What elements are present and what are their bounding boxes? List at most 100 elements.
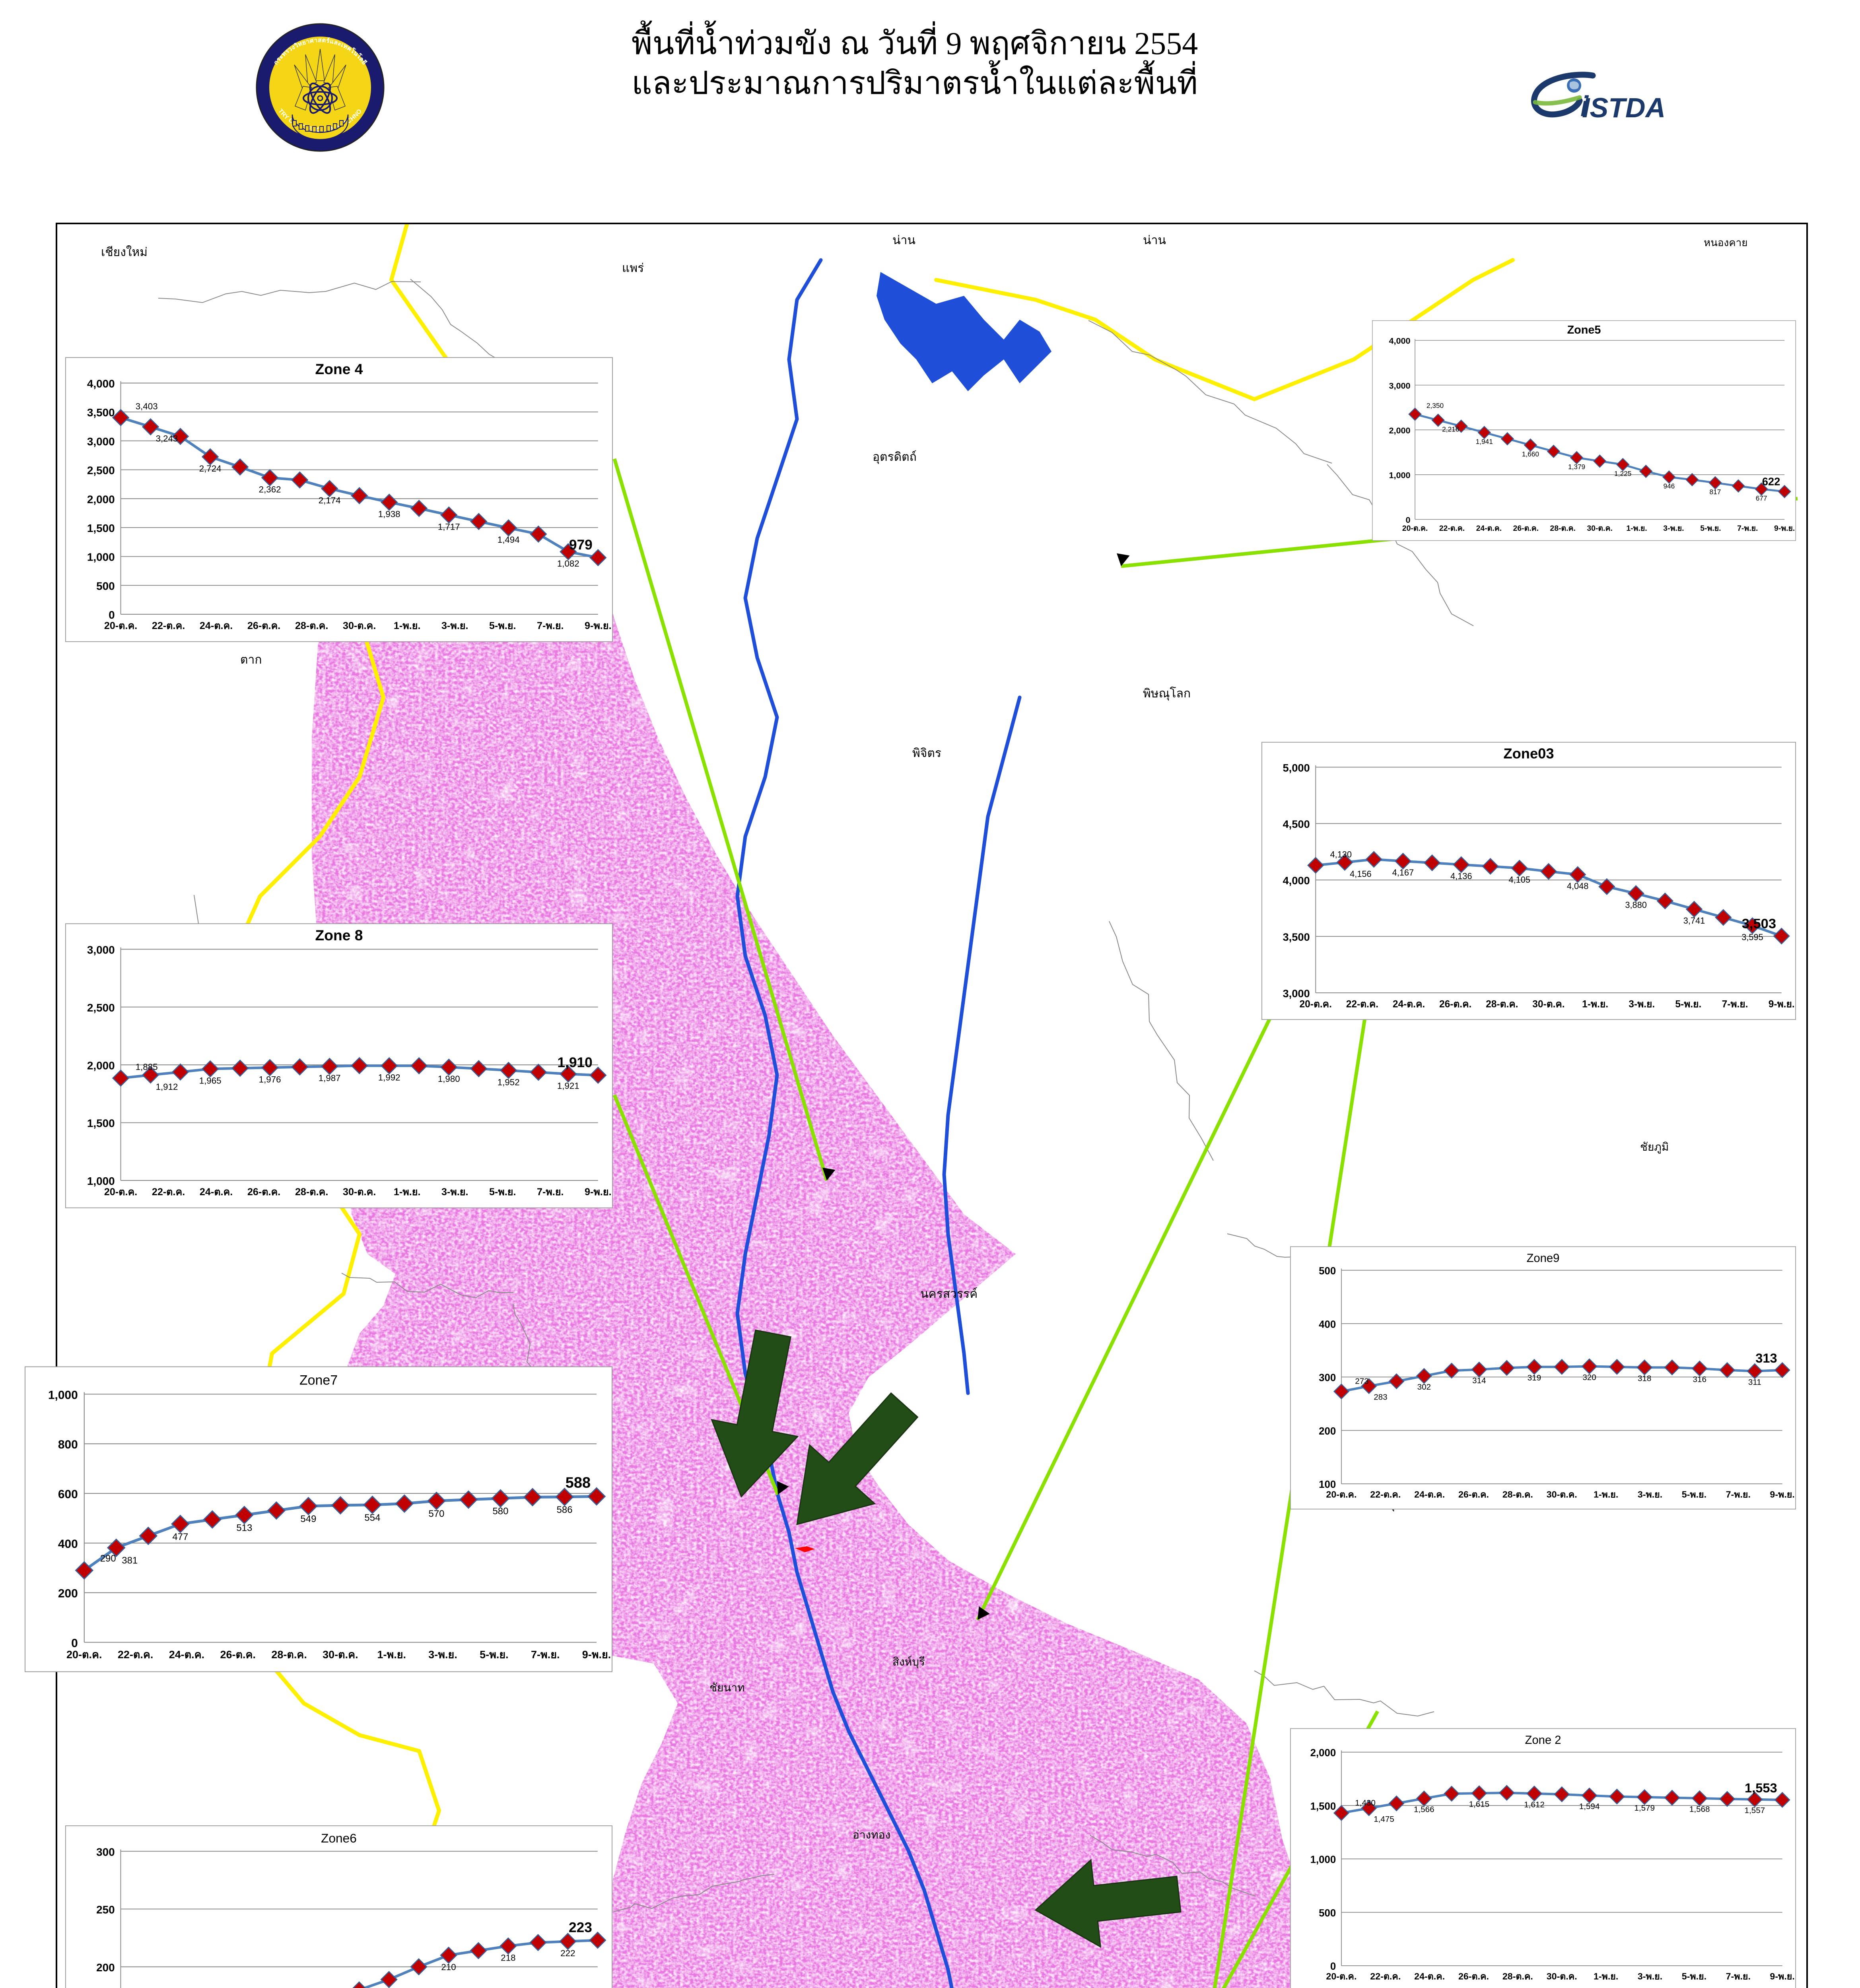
svg-text:1-พ.ย.: 1-พ.ย.: [1594, 1489, 1618, 1499]
svg-text:Zone7: Zone7: [299, 1373, 338, 1388]
svg-text:3-พ.ย.: 3-พ.ย.: [441, 1186, 468, 1198]
svg-text:513: 513: [236, 1522, 252, 1533]
svg-text:4,167: 4,167: [1392, 868, 1414, 878]
svg-text:24-ต.ค.: 24-ต.ค.: [1476, 524, 1502, 533]
svg-text:218: 218: [501, 1953, 515, 1963]
svg-text:24-ต.ค.: 24-ต.ค.: [1414, 1971, 1445, 1981]
svg-text:1,494: 1,494: [498, 535, 520, 545]
svg-text:9-พ.ย.: 9-พ.ย.: [582, 1649, 611, 1661]
svg-text:1,921: 1,921: [557, 1081, 579, 1091]
svg-text:3,000: 3,000: [87, 435, 115, 448]
svg-text:9-พ.ย.: 9-พ.ย.: [585, 1186, 612, 1198]
svg-text:1,566: 1,566: [1414, 1805, 1434, 1814]
svg-text:5-พ.ย.: 5-พ.ย.: [1682, 1971, 1706, 1981]
svg-text:Zone03: Zone03: [1503, 746, 1554, 762]
svg-text:1,475: 1,475: [1374, 1815, 1394, 1824]
svg-text:554: 554: [364, 1512, 380, 1523]
svg-text:นครสวรรค์: นครสวรรค์: [920, 1287, 978, 1301]
svg-text:9-พ.ย.: 9-พ.ย.: [1769, 999, 1795, 1010]
svg-text:7-พ.ย.: 7-พ.ย.: [537, 1186, 564, 1198]
svg-text:1,910: 1,910: [557, 1055, 592, 1070]
svg-text:24-ต.ค.: 24-ต.ค.: [169, 1649, 204, 1661]
svg-text:20-ต.ค.: 20-ต.ค.: [1326, 1971, 1357, 1981]
svg-text:1,717: 1,717: [438, 522, 460, 532]
svg-text:0: 0: [109, 609, 115, 621]
svg-text:22-ต.ค.: 22-ต.ค.: [1370, 1971, 1401, 1981]
svg-text:290: 290: [100, 1553, 116, 1564]
svg-text:800: 800: [58, 1438, 78, 1451]
svg-text:4,048: 4,048: [1567, 881, 1589, 891]
svg-text:283: 283: [1374, 1393, 1387, 1402]
svg-text:ชัยนาท: ชัยนาท: [709, 1681, 745, 1694]
svg-text:4,500: 4,500: [1283, 818, 1310, 830]
svg-text:สิงห์บุรี: สิงห์บุรี: [892, 1656, 925, 1669]
svg-text:Zone6: Zone6: [321, 1831, 357, 1845]
svg-text:1,430: 1,430: [1355, 1798, 1376, 1807]
svg-text:1,000: 1,000: [87, 1175, 115, 1187]
svg-text:20-ต.ค.: 20-ต.ค.: [1326, 1489, 1357, 1499]
svg-text:26-ต.ค.: 26-ต.ค.: [247, 620, 280, 631]
svg-text:1,612: 1,612: [1524, 1800, 1545, 1809]
svg-text:แพร่: แพร่: [622, 262, 644, 275]
svg-text:1,500: 1,500: [1310, 1801, 1336, 1812]
svg-text:3-พ.ย.: 3-พ.ย.: [1638, 1489, 1662, 1499]
svg-text:3-พ.ย.: 3-พ.ย.: [1638, 1971, 1662, 1981]
svg-text:3,000: 3,000: [1283, 987, 1310, 1000]
svg-text:22-ต.ค.: 22-ต.ค.: [118, 1649, 153, 1661]
svg-text:318: 318: [1638, 1374, 1651, 1383]
svg-text:200: 200: [58, 1587, 78, 1600]
svg-text:น่าน: น่าน: [892, 234, 915, 247]
svg-text:1-พ.ย.: 1-พ.ย.: [1582, 999, 1608, 1010]
svg-text:อ่างทอง: อ่างทอง: [853, 1829, 890, 1841]
svg-text:600: 600: [58, 1488, 78, 1501]
svg-text:7-พ.ย.: 7-พ.ย.: [1726, 1489, 1751, 1499]
svg-text:22-ต.ค.: 22-ต.ค.: [152, 1186, 185, 1198]
svg-text:i: i: [1580, 91, 1589, 122]
svg-text:3,741: 3,741: [1683, 916, 1705, 926]
svg-text:30-ต.ค.: 30-ต.ค.: [1547, 1489, 1577, 1499]
svg-text:3,595: 3,595: [1741, 932, 1763, 942]
svg-text:1-พ.ย.: 1-พ.ย.: [394, 1186, 421, 1198]
svg-text:1,660: 1,660: [1522, 450, 1539, 458]
svg-text:5,000: 5,000: [1283, 761, 1310, 774]
svg-text:1-พ.ย.: 1-พ.ย.: [377, 1649, 406, 1661]
svg-text:5-พ.ย.: 5-พ.ย.: [489, 1186, 516, 1198]
svg-text:2,724: 2,724: [199, 464, 222, 474]
svg-text:210: 210: [441, 1962, 456, 1972]
svg-text:3,880: 3,880: [1625, 900, 1647, 910]
svg-text:24-ต.ค.: 24-ต.ค.: [200, 1186, 233, 1198]
svg-text:500: 500: [1319, 1266, 1336, 1277]
svg-text:1,553: 1,553: [1745, 1780, 1777, 1795]
svg-text:28-ต.ค.: 28-ต.ค.: [1502, 1971, 1533, 1981]
svg-text:1,992: 1,992: [378, 1073, 400, 1083]
svg-text:5-พ.ย.: 5-พ.ย.: [1700, 524, 1721, 533]
svg-text:28-ต.ค.: 28-ต.ค.: [271, 1649, 307, 1661]
svg-text:1,987: 1,987: [319, 1073, 341, 1083]
svg-text:1,952: 1,952: [498, 1077, 520, 1087]
svg-text:477: 477: [172, 1532, 188, 1542]
svg-text:580: 580: [492, 1506, 508, 1517]
svg-text:26-ต.ค.: 26-ต.ค.: [1458, 1971, 1489, 1981]
svg-text:273: 273: [1355, 1377, 1368, 1386]
svg-text:5-พ.ย.: 5-พ.ย.: [489, 620, 516, 631]
svg-text:Zone9: Zone9: [1527, 1252, 1560, 1265]
svg-text:316: 316: [1693, 1375, 1706, 1384]
svg-text:22-ต.ค.: 22-ต.ค.: [1346, 999, 1378, 1010]
svg-text:1,885: 1,885: [136, 1062, 158, 1072]
svg-text:ตาก: ตาก: [240, 653, 262, 666]
svg-text:อุตรดิตถ์: อุตรดิตถ์: [873, 450, 917, 464]
svg-text:1,615: 1,615: [1469, 1800, 1490, 1809]
svg-text:0: 0: [1406, 515, 1411, 525]
svg-text:30-ต.ค.: 30-ต.ค.: [323, 1649, 358, 1661]
svg-text:979: 979: [569, 537, 593, 553]
svg-text:7-พ.ย.: 7-พ.ย.: [1726, 1971, 1751, 1981]
svg-text:4,000: 4,000: [1283, 874, 1310, 887]
svg-text:677: 677: [1756, 494, 1767, 502]
svg-text:5-พ.ย.: 5-พ.ย.: [480, 1649, 509, 1661]
svg-text:4,156: 4,156: [1350, 869, 1372, 879]
svg-text:1,500: 1,500: [87, 522, 115, 534]
svg-text:622: 622: [1762, 475, 1780, 487]
svg-text:20-ต.ค.: 20-ต.ค.: [66, 1649, 102, 1661]
svg-text:Zone 8: Zone 8: [315, 927, 363, 944]
svg-text:1-พ.ย.: 1-พ.ย.: [394, 620, 421, 631]
